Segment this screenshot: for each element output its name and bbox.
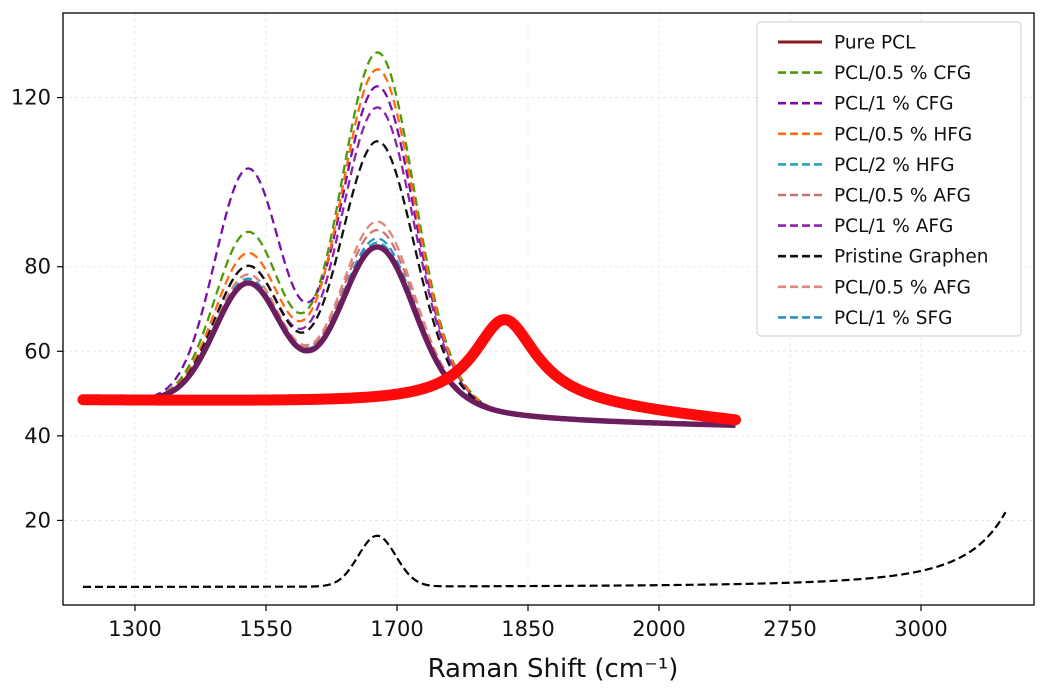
legend: Pure PCL PCL/0.5 % CFG PCL/1 % CFG PCL/0.5 … — [756, 21, 1022, 337]
pure-pcl-bold-line — [82, 244, 736, 428]
legend-label-pcl-0-5-hfg: PCL/0.5 % HFG — [834, 124, 972, 145]
legend-label-pcl-2-hfg: PCL/2 % HFG — [834, 155, 955, 176]
x-tick-label: 1850 — [501, 617, 554, 641]
legend-label-pcl-1-cfg: PCL/1 % CFG — [834, 94, 954, 115]
y-tick-label: 60 — [24, 339, 51, 363]
red-peak-line — [77, 314, 741, 426]
legend-label-pristine-graphen: Pristine Graphen — [834, 247, 988, 268]
y-tick-label: 20 — [24, 508, 51, 532]
x-tick-label: 1300 — [108, 617, 161, 641]
legend-label-pure-pcl: Pure PCL — [834, 33, 916, 54]
graphene-reference-line — [83, 511, 1007, 588]
y-tick-label: 120 — [11, 86, 51, 110]
y-tick-label: 40 — [24, 424, 51, 448]
tick-layer: 1300 1550 1700 1850 2000 2750 3000 20 40 60 80 120 — [11, 86, 948, 641]
legend-label-pcl-0-5-afg: PCL/0.5 % AFG — [834, 186, 971, 207]
legend-label-pcl-0-5-cfg: PCL/0.5 % CFG — [834, 63, 971, 84]
x-tick-label: 2000 — [632, 617, 685, 641]
x-tick-label: 1550 — [239, 617, 292, 641]
plot-frame — [62, 12, 1035, 606]
x-tick-label: 2750 — [763, 617, 816, 641]
y-tick-label: 80 — [24, 255, 51, 279]
x-tick-label: 3000 — [894, 617, 947, 641]
legend-label-pcl-0-5-afg: PCL/0.5 % AFG — [834, 277, 971, 298]
legend-label-pcl-1-afg: PCL/1 % AFG — [834, 216, 953, 237]
legend-box — [756, 21, 1022, 337]
x-axis-label: Raman Shift (cm⁻¹) — [428, 654, 679, 684]
legend-label-pcl-1-sfg: PCL/1 % SFG — [834, 308, 952, 329]
curve-layer — [77, 51, 1007, 588]
x-tick-label: 1700 — [370, 617, 423, 641]
